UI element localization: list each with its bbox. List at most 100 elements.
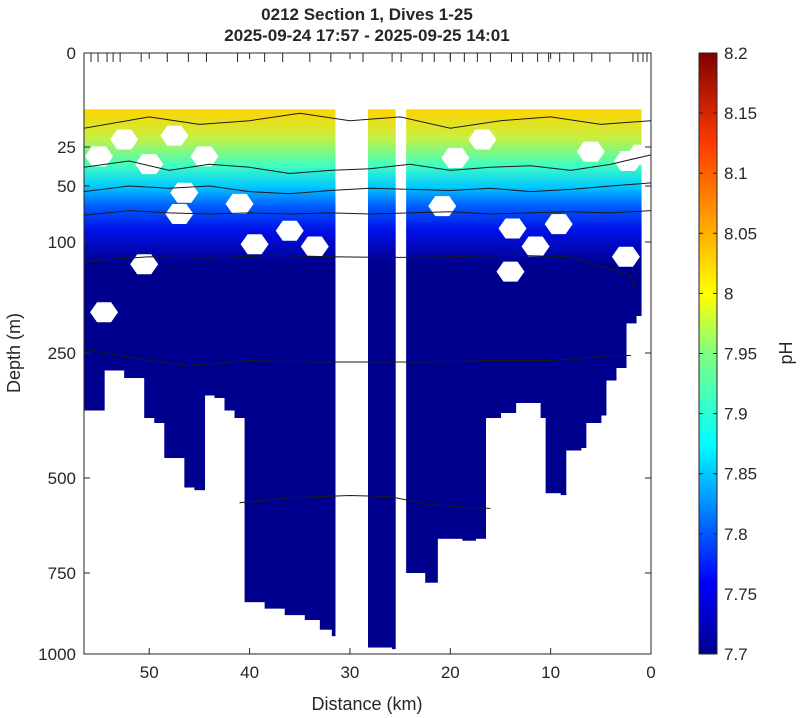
x-axis-label: Distance (km) — [311, 694, 422, 714]
isoline — [84, 154, 651, 175]
profile-column — [392, 109, 396, 650]
y-axis: 0 25 50 100 250 500 750 1000 — [38, 44, 651, 664]
x-tick-label: 30 — [340, 663, 359, 682]
isoline — [239, 494, 491, 509]
profile-column — [124, 109, 135, 378]
blank-patch — [110, 129, 139, 150]
blank-patch — [225, 193, 254, 214]
blank-patch — [428, 196, 457, 217]
blank-patch — [300, 236, 329, 257]
profile-column — [331, 109, 336, 637]
profile-column — [625, 109, 637, 324]
profile-column — [437, 109, 463, 539]
colorbar-label: pH — [776, 341, 796, 364]
blank-patch — [160, 125, 189, 146]
colorbar-tick-label: 8.2 — [724, 44, 748, 63]
blank-patch — [130, 254, 159, 275]
blank-patch — [135, 154, 164, 175]
profile-column — [515, 109, 532, 403]
profile-column — [615, 109, 627, 368]
blank-patch — [190, 146, 219, 167]
profile-column — [406, 109, 426, 573]
blank-patch — [165, 204, 194, 224]
profile-column — [560, 109, 567, 496]
x-tick-label: 0 — [646, 663, 655, 682]
profile-column — [635, 109, 642, 316]
profile-column — [485, 109, 502, 418]
profile-column — [304, 109, 321, 620]
isoline — [84, 348, 631, 367]
profile-column — [234, 109, 246, 418]
colorbar-tick-label: 8 — [724, 284, 733, 303]
profile-column — [224, 109, 236, 411]
x-tick-label: 10 — [541, 663, 560, 682]
x-axis: 50 40 30 20 10 0 — [140, 53, 656, 682]
profile-column — [475, 109, 487, 539]
profile-column — [184, 109, 195, 488]
profile-column — [244, 109, 266, 603]
blank-patch — [626, 144, 651, 165]
colorbar-tick-label: 7.8 — [724, 525, 748, 544]
colorbar-tick-label: 8.1 — [724, 164, 748, 183]
profile-column — [134, 109, 145, 378]
profile-column — [368, 109, 393, 648]
blank-patch — [544, 214, 573, 235]
profile-column — [605, 109, 617, 381]
colorbar-tick-label: 7.85 — [724, 465, 757, 484]
surface-blank-patches — [85, 125, 651, 323]
profile-column — [462, 109, 476, 541]
colorbar-tick-label: 7.95 — [724, 345, 757, 364]
profile-column — [204, 109, 216, 396]
y-tick-label: 500 — [48, 469, 76, 488]
profile-column — [214, 109, 226, 398]
y-tick-label: 0 — [67, 44, 76, 63]
profile-column — [84, 109, 95, 411]
colorbar-tick-label: 7.75 — [724, 585, 757, 604]
chart-title: 0212 Section 1, Dives 1-25 — [261, 5, 473, 24]
blank-patch — [576, 141, 605, 162]
x-tick-label: 20 — [441, 663, 460, 682]
isoline — [84, 182, 651, 195]
y-axis-label: Depth (m) — [4, 313, 24, 393]
colorbar-tick-label: 8.05 — [724, 224, 757, 243]
profile-column — [500, 109, 517, 413]
dive-marks — [90, 53, 648, 62]
profile-column — [264, 109, 286, 609]
colorbar-ticks: 8.2 8.15 8.1 8.05 8 7.95 7.9 7.85 7.8 7.75 7.7 — [699, 44, 757, 664]
profile-column — [319, 109, 333, 630]
isoline — [84, 210, 651, 216]
profile-column — [174, 109, 185, 458]
y-tick-label: 750 — [48, 564, 76, 583]
profile-column — [425, 109, 438, 583]
blank-patch — [90, 302, 119, 323]
isoline — [84, 112, 651, 129]
y-tick-label: 50 — [57, 177, 76, 196]
blank-patch — [441, 147, 470, 168]
chart-subtitle: 2025-09-24 17:57 - 2025-09-25 14:01 — [224, 26, 509, 45]
profile-column — [580, 109, 587, 448]
x-tick-label: 40 — [240, 663, 259, 682]
y-tick-label: 25 — [57, 138, 76, 157]
y-tick-label: 1000 — [38, 645, 76, 664]
profile-column — [530, 109, 542, 403]
profile-column — [164, 109, 175, 458]
blank-patch — [85, 146, 114, 167]
blank-patch — [521, 236, 550, 257]
profile-column — [565, 109, 582, 451]
blank-patch — [240, 234, 269, 255]
profile-column — [94, 109, 105, 411]
blank-patch — [468, 129, 497, 150]
colorbar-tick-label: 8.15 — [724, 104, 757, 123]
colorbar-tick-label: 7.7 — [724, 645, 748, 664]
y-tick-label: 100 — [48, 233, 76, 252]
profile-column — [540, 109, 547, 418]
blank-patch — [275, 220, 304, 241]
profile-column — [154, 109, 165, 423]
profile-column — [545, 109, 562, 494]
blank-patch — [496, 261, 525, 282]
colorbar-tick-label: 7.9 — [724, 405, 748, 424]
x-tick-label: 50 — [140, 663, 159, 682]
isoline — [84, 254, 637, 291]
ph-isolines — [84, 112, 651, 509]
